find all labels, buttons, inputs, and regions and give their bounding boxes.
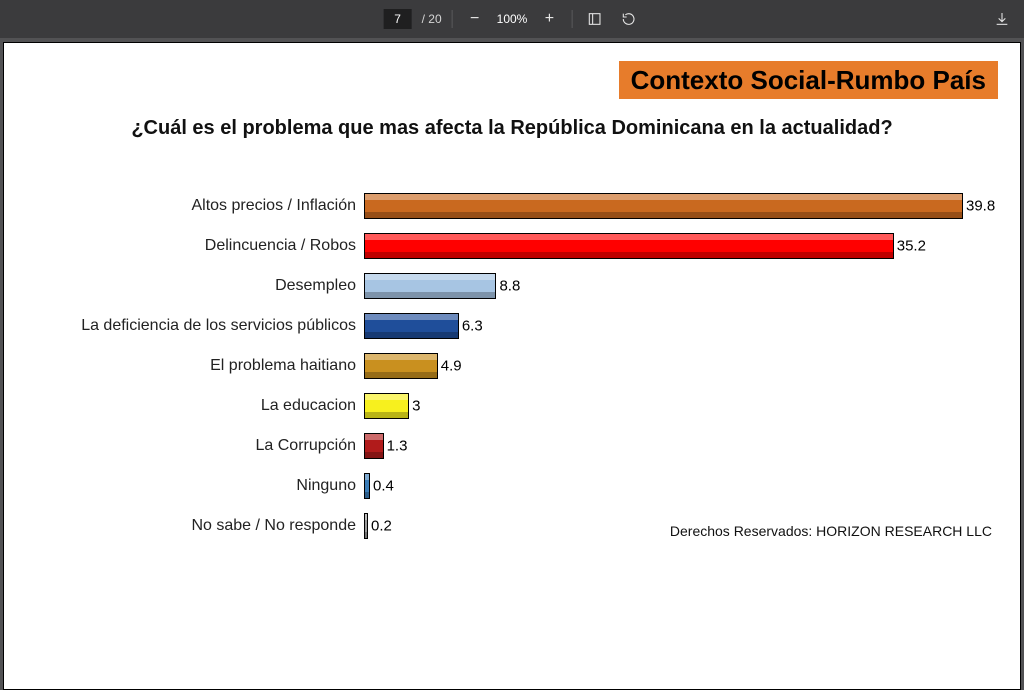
chart-bar-value: 0.2	[371, 518, 392, 535]
chart-bar-wrap: 3	[364, 393, 996, 419]
chart-row: Ninguno0.4	[44, 473, 996, 499]
rotate-button[interactable]	[616, 7, 640, 31]
chart-row-label: No sabe / No responde	[44, 517, 364, 535]
toolbar-center-group: / 20 − 100% +	[384, 7, 641, 31]
chart-row: El problema haitiano4.9	[44, 353, 996, 379]
chart-row: La deficiencia de los servicios públicos…	[44, 313, 996, 339]
chart-bar: 4.9	[364, 353, 438, 379]
chart-bar: 8.8	[364, 273, 496, 299]
chart-bar-value: 0.4	[373, 478, 394, 495]
toolbar-right-group	[990, 7, 1014, 31]
zoom-in-button[interactable]: +	[537, 7, 561, 31]
toolbar-separator	[571, 10, 572, 28]
chart-bar-value: 8.8	[499, 278, 520, 295]
chart-bar-value: 4.9	[441, 358, 462, 375]
chart-row: Altos precios / Inflación39.8	[44, 193, 996, 219]
chart-bar-wrap: 0.4	[364, 473, 996, 499]
page-number-input[interactable]	[384, 9, 412, 29]
chart-row-label: La Corrupción	[44, 437, 364, 455]
fit-page-button[interactable]	[582, 7, 606, 31]
chart-row-label: La deficiencia de los servicios públicos	[44, 317, 364, 335]
chart-bar-value: 6.3	[462, 318, 483, 335]
chart-bar: 0.4	[364, 473, 370, 499]
section-banner: Contexto Social-Rumbo País	[619, 61, 998, 99]
chart-bar: 6.3	[364, 313, 459, 339]
chart-title: ¿Cuál es el problema que mas afecta la R…	[26, 117, 998, 140]
toolbar-separator	[452, 10, 453, 28]
chart-bar-wrap: 4.9	[364, 353, 996, 379]
chart-bar: 1.3	[364, 433, 384, 459]
fit-page-icon	[586, 11, 602, 27]
zoom-level-label[interactable]: 100%	[497, 12, 528, 26]
zoom-out-button[interactable]: −	[463, 7, 487, 31]
page-total-label: / 20	[422, 12, 442, 26]
copyright-note: Derechos Reservados: HORIZON RESEARCH LL…	[670, 523, 992, 539]
chart-bar-wrap: 8.8	[364, 273, 996, 299]
download-icon	[994, 11, 1010, 27]
chart-row-label: Altos precios / Inflación	[44, 197, 364, 215]
chart-bar-wrap: 6.3	[364, 313, 996, 339]
chart-bar: 0.2	[364, 513, 368, 539]
rotate-icon	[620, 11, 636, 27]
chart-row-label: Delincuencia / Robos	[44, 237, 364, 255]
chart-bar-value: 1.3	[387, 438, 408, 455]
chart-bar-value: 3	[412, 398, 420, 415]
chart-row: Delincuencia / Robos35.2	[44, 233, 996, 259]
section-banner-text: Contexto Social-Rumbo País	[631, 65, 986, 96]
chart-row-label: El problema haitiano	[44, 357, 364, 375]
chart-bar-wrap: 1.3	[364, 433, 996, 459]
chart-bar-wrap: 35.2	[364, 233, 996, 259]
chart-row-label: La educacion	[44, 397, 364, 415]
document-page: Contexto Social-Rumbo País ¿Cuál es el p…	[3, 42, 1021, 690]
chart-row: La educacion3	[44, 393, 996, 419]
chart-bar-value: 35.2	[897, 238, 926, 255]
chart-row: Desempleo8.8	[44, 273, 996, 299]
download-button[interactable]	[990, 7, 1014, 31]
chart-row: La Corrupción1.3	[44, 433, 996, 459]
chart-row-label: Desempleo	[44, 277, 364, 295]
chart-row-label: Ninguno	[44, 477, 364, 495]
pdf-toolbar: / 20 − 100% +	[0, 0, 1024, 38]
chart-bar-wrap: 39.8	[364, 193, 996, 219]
chart-bar: 35.2	[364, 233, 894, 259]
chart-bar: 3	[364, 393, 409, 419]
pdf-viewport: Contexto Social-Rumbo País ¿Cuál es el p…	[0, 38, 1024, 690]
chart-bar-value: 39.8	[966, 198, 995, 215]
chart-bar: 39.8	[364, 193, 963, 219]
